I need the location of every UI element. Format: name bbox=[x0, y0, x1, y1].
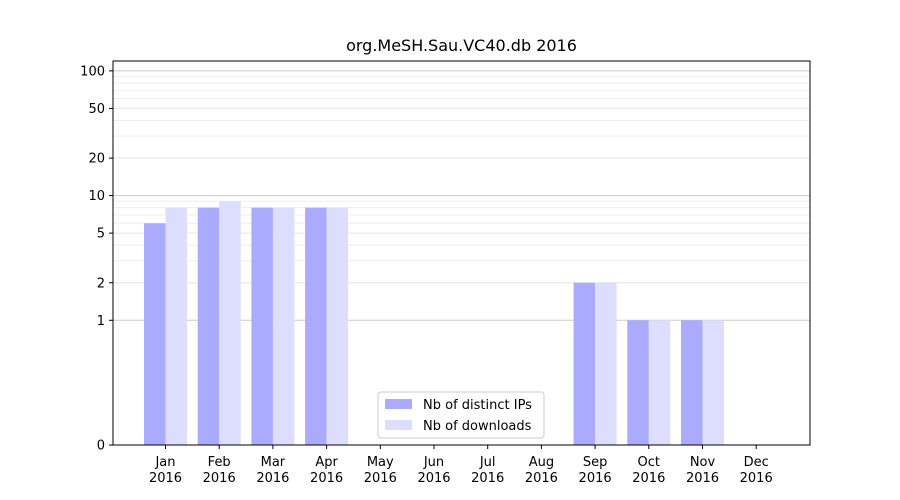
x-tick-label: Jul 2016 bbox=[471, 455, 504, 486]
bar-downloads bbox=[272, 207, 295, 445]
y-tick-label: 1 bbox=[97, 314, 105, 329]
bar-downloads bbox=[219, 201, 241, 445]
x-tick-label: Nov 2016 bbox=[686, 455, 719, 486]
bar-downloads bbox=[165, 207, 187, 445]
legend-box bbox=[377, 391, 545, 439]
legend-swatch bbox=[385, 420, 412, 430]
x-tick-label: May 2016 bbox=[364, 455, 397, 486]
x-tick-label: Jan 2016 bbox=[149, 455, 182, 486]
bar-downloads bbox=[702, 320, 724, 445]
bar-distinct-ips bbox=[197, 207, 220, 445]
axes bbox=[109, 60, 811, 449]
legend-label: Nb of downloads bbox=[423, 419, 532, 434]
bar-distinct-ips bbox=[573, 282, 596, 445]
y-tick-label: 20 bbox=[88, 152, 105, 167]
x-tick-label: Aug 2016 bbox=[525, 455, 558, 486]
x-tick-label: Dec 2016 bbox=[740, 455, 773, 486]
y-tick-label: 0 bbox=[97, 439, 105, 454]
y-tick-label: 2 bbox=[97, 276, 105, 291]
chart-title: org.MeSH.Sau.VC40.db 2016 bbox=[346, 36, 577, 55]
bar-distinct-ips bbox=[627, 320, 649, 445]
x-tick-label: Sep 2016 bbox=[579, 455, 612, 486]
legend-swatch bbox=[385, 399, 412, 409]
y-tick-label: 100 bbox=[80, 64, 105, 79]
x-tick-label: Feb 2016 bbox=[203, 455, 236, 486]
bar-distinct-ips bbox=[251, 207, 273, 445]
x-tick-label: Mar 2016 bbox=[256, 455, 289, 486]
legend-label: Nb of distinct IPs bbox=[423, 398, 532, 413]
x-tick-label: Jun 2016 bbox=[417, 455, 450, 486]
x-tick-labels: Jan 2016 Feb 2016 Mar 2016 Apr 2016 May 2016 Jun 20… bbox=[149, 455, 773, 486]
y-tick-label: 5 bbox=[97, 227, 105, 242]
bar-downloads bbox=[595, 282, 617, 445]
bar-distinct-ips bbox=[144, 223, 166, 445]
bar-downloads bbox=[648, 320, 671, 445]
bars bbox=[144, 201, 724, 445]
bar-distinct-ips bbox=[681, 320, 703, 445]
bar-downloads bbox=[326, 207, 349, 445]
x-tick-label: Oct 2016 bbox=[632, 455, 665, 486]
y-tick-labels: 0 1 2 5 10 20 50 100 bbox=[80, 64, 105, 453]
plot-frame bbox=[112, 60, 811, 446]
y-tick-label: 50 bbox=[88, 102, 105, 117]
legend: Nb of distinct IPs Nb of downloads bbox=[377, 391, 545, 439]
x-tick-label: Apr 2016 bbox=[310, 455, 343, 486]
y-tick-label: 10 bbox=[88, 189, 105, 204]
bar-distinct-ips bbox=[305, 207, 327, 445]
